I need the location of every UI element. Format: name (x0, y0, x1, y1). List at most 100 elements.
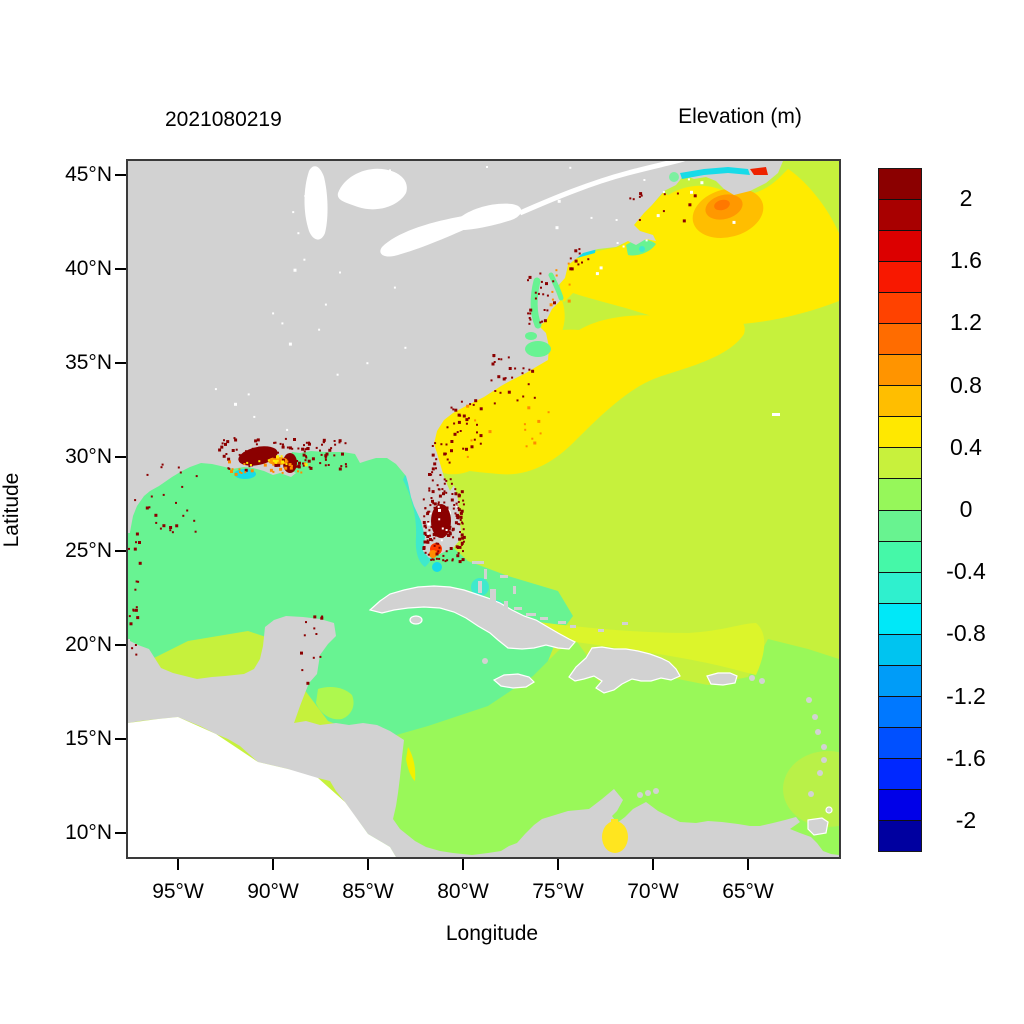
bahamas-islet (472, 561, 484, 564)
st-lawrence-river (518, 161, 685, 216)
colorbar-tick-label: -1.2 (946, 682, 986, 709)
extreme-value-cell (428, 487, 431, 490)
extreme-value-cell (446, 458, 449, 461)
lesser-antilles-island (482, 658, 488, 664)
extreme-value-cell (431, 453, 435, 457)
extreme-value-cell (676, 192, 679, 195)
extreme-value-cell (273, 455, 277, 459)
extreme-value-cell (322, 441, 325, 444)
extreme-value-cell (451, 559, 454, 562)
extreme-value-cell (539, 272, 542, 275)
y-axis-tick-label: 40°N (65, 257, 112, 280)
extreme-value-cell (578, 248, 581, 251)
extreme-value-cell (444, 560, 447, 563)
extreme-value-cell (340, 465, 343, 468)
lesser-antilles-island (812, 714, 818, 720)
extreme-value-cell (541, 320, 544, 323)
extreme-value-cell (145, 506, 149, 510)
lesser-antilles-island (821, 744, 827, 750)
colorbar-title: Elevation (m) (678, 105, 802, 128)
extreme-value-cell (195, 475, 198, 478)
extreme-value-cell (525, 445, 528, 448)
extreme-value-cell (341, 452, 344, 456)
extreme-value-cell (555, 269, 558, 272)
extreme-value-cell (439, 474, 442, 476)
extreme-value-cell (244, 468, 248, 472)
extreme-value-cell (435, 557, 438, 560)
extreme-value-cell (423, 515, 426, 518)
extreme-value-cell (470, 439, 473, 442)
extreme-value-cell (433, 517, 436, 520)
extreme-value-cell (454, 512, 457, 515)
isla-juventud (409, 615, 423, 625)
extreme-value-cell (186, 509, 189, 512)
extreme-value-cell (486, 166, 488, 168)
extreme-value-cell (452, 408, 455, 411)
extreme-value-cell (453, 504, 456, 506)
extreme-value-cell (457, 508, 461, 512)
lesser-antilles-island (759, 678, 765, 684)
extreme-value-cell (148, 506, 151, 509)
extreme-value-cell (277, 463, 281, 467)
extreme-value-cell (309, 466, 313, 470)
extreme-value-cell (461, 558, 465, 562)
extreme-value-cell (286, 460, 289, 463)
extreme-value-cell (458, 537, 462, 541)
extreme-value-cell (308, 466, 311, 469)
y-axis-tick-label: 30°N (65, 445, 112, 468)
extreme-value-cell (286, 446, 289, 449)
extreme-value-cell (281, 471, 284, 474)
extreme-value-cell (175, 501, 177, 504)
extreme-value-cell (297, 232, 300, 235)
extreme-value-cell (458, 560, 462, 564)
colorbar-segment (879, 169, 921, 200)
extreme-value-cell (134, 588, 137, 591)
colorbar-tick-label: -1.6 (946, 744, 986, 771)
extreme-value-cell (293, 438, 296, 441)
extreme-value-cell (389, 169, 391, 172)
extreme-value-cell (424, 507, 427, 510)
extreme-value-cell (302, 464, 305, 467)
extreme-value-cell (462, 414, 466, 418)
extreme-value-cell (445, 550, 448, 553)
colorbar-tick-label: -0.4 (946, 558, 986, 585)
extreme-value-cell (451, 493, 454, 495)
extreme-value-cell (493, 361, 496, 363)
extreme-value-cell (599, 266, 603, 270)
extreme-value-cell (251, 447, 255, 451)
extreme-value-cell (437, 488, 440, 491)
extreme-value-cell (435, 532, 438, 535)
extreme-value-cell (134, 608, 138, 612)
extreme-value-cell (303, 444, 305, 447)
extreme-value-cell (235, 448, 238, 451)
x-axis-tick-label: 85°W (342, 880, 394, 903)
lesser-antilles-island (806, 697, 812, 703)
extreme-value-cell (462, 535, 466, 539)
extreme-value-cell (137, 580, 140, 583)
extreme-value-cell (531, 369, 535, 373)
extreme-value-cell (345, 465, 348, 468)
extreme-value-cell (499, 391, 502, 394)
extreme-value-cell (469, 403, 472, 406)
extreme-value-cell (426, 539, 429, 542)
extreme-value-cell (255, 460, 259, 464)
extreme-value-cell (457, 554, 459, 557)
x-axis-tick-label: 95°W (152, 880, 204, 903)
extreme-value-cell (547, 411, 550, 414)
x-axis-tick-label: 65°W (722, 880, 774, 903)
extreme-value-cell (315, 633, 318, 635)
colorbar-segment (879, 664, 921, 696)
extreme-value-cell (274, 460, 278, 464)
extreme-value-cell (339, 271, 341, 274)
extreme-value-cell (438, 518, 441, 521)
extreme-value-cell (425, 526, 427, 529)
extreme-value-cell (443, 452, 447, 456)
extreme-value-cell (629, 197, 632, 200)
extreme-value-cell (301, 447, 305, 451)
extreme-value-cell (732, 220, 736, 224)
extreme-value-cell (304, 195, 307, 197)
hispaniola-island (568, 646, 681, 694)
extreme-value-cell (432, 502, 435, 505)
extreme-value-cell (451, 527, 455, 531)
extreme-value-cell (324, 456, 327, 459)
